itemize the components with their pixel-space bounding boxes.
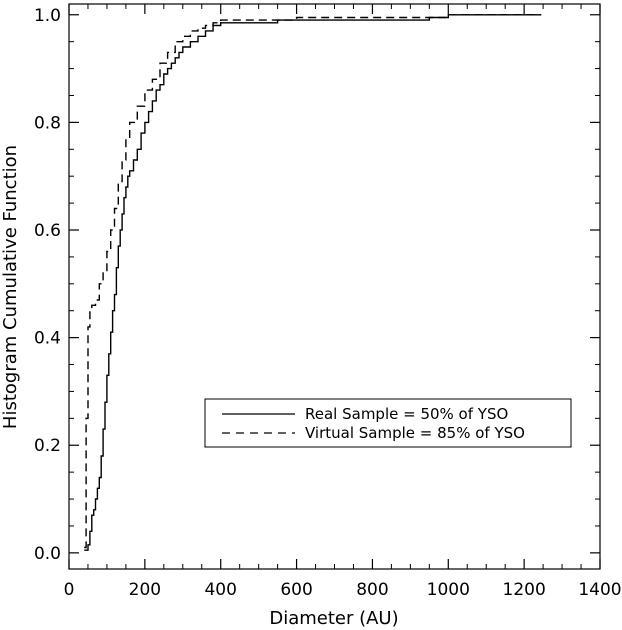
y-tick-label: 0.2 xyxy=(34,436,61,456)
x-tick-label: 400 xyxy=(204,580,236,600)
y-axis-ticks: 0.0 0.2 0.4 0.6 0.8 1.0 xyxy=(34,6,600,564)
plot-frame xyxy=(68,3,601,570)
series-layer xyxy=(84,14,542,551)
y-tick-label: 1.0 xyxy=(34,6,61,26)
x-tick-label: 200 xyxy=(129,580,161,600)
legend-box xyxy=(204,398,572,448)
x-tick-label: 800 xyxy=(356,580,388,600)
series-virtual-sample-line xyxy=(84,14,542,549)
series-real-sample-line xyxy=(84,14,542,551)
x-tick-label: 1000 xyxy=(427,580,470,600)
x-axis-ticks: 0 200 400 600 800 1000 1200 1400 xyxy=(64,4,622,600)
x-tick-label: 0 xyxy=(64,580,75,600)
legend: Real Sample = 50% of YSO Virtual Sample … xyxy=(204,398,572,448)
x-axis-title: Diameter (AU) xyxy=(269,608,398,629)
x-tick-label: 600 xyxy=(280,580,312,600)
legend-label-virtual: Virtual Sample = 85% of YSO xyxy=(305,424,525,442)
y-axis-title: Histogram Cumulative Function xyxy=(0,145,21,429)
x-tick-label: 1200 xyxy=(503,580,546,600)
legend-label-real: Real Sample = 50% of YSO xyxy=(305,405,508,423)
y-tick-label: 0.6 xyxy=(34,221,61,241)
y-tick-label: 0.0 xyxy=(34,544,61,564)
x-tick-label: 1400 xyxy=(578,580,621,600)
y-tick-label: 0.8 xyxy=(34,113,61,133)
y-tick-label: 0.4 xyxy=(34,329,61,349)
